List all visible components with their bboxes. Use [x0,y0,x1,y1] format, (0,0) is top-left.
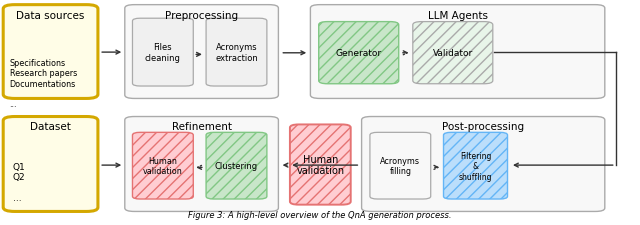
Text: LLM Agents: LLM Agents [428,11,488,20]
FancyBboxPatch shape [444,133,508,199]
FancyBboxPatch shape [125,6,278,99]
FancyBboxPatch shape [370,133,431,199]
FancyBboxPatch shape [3,117,98,212]
Text: Preprocessing: Preprocessing [165,11,238,20]
Text: Clustering: Clustering [215,162,258,170]
FancyBboxPatch shape [319,22,399,84]
FancyBboxPatch shape [206,133,267,199]
FancyBboxPatch shape [413,22,493,84]
Text: Files
cleaning: Files cleaning [145,43,181,63]
FancyBboxPatch shape [310,6,605,99]
Text: Post-processing: Post-processing [442,122,524,132]
Text: Specifications
Research papers
Documentations

...: Specifications Research papers Documenta… [10,58,77,109]
Text: Acronyms
filling: Acronyms filling [380,156,420,176]
Text: Human
validation: Human validation [296,154,344,176]
FancyBboxPatch shape [132,19,193,87]
Text: Dataset: Dataset [30,122,71,132]
Text: Figure 3: A high-level overview of the QnA generation process.: Figure 3: A high-level overview of the Q… [188,210,452,219]
FancyBboxPatch shape [362,117,605,212]
Text: Data sources: Data sources [17,11,84,20]
FancyBboxPatch shape [132,133,193,199]
Text: Refinement: Refinement [172,122,232,132]
FancyBboxPatch shape [3,6,98,99]
Text: Filtering
&
shuffling: Filtering & shuffling [459,151,492,181]
Text: Validator: Validator [433,49,473,58]
FancyBboxPatch shape [290,125,351,205]
Text: Generator: Generator [335,49,382,58]
FancyBboxPatch shape [125,117,278,212]
Text: Q1
Q2

...: Q1 Q2 ... [13,162,26,202]
Text: Human
validation: Human validation [143,156,183,176]
FancyBboxPatch shape [206,19,267,87]
Text: Acronyms
extraction: Acronyms extraction [215,43,258,63]
